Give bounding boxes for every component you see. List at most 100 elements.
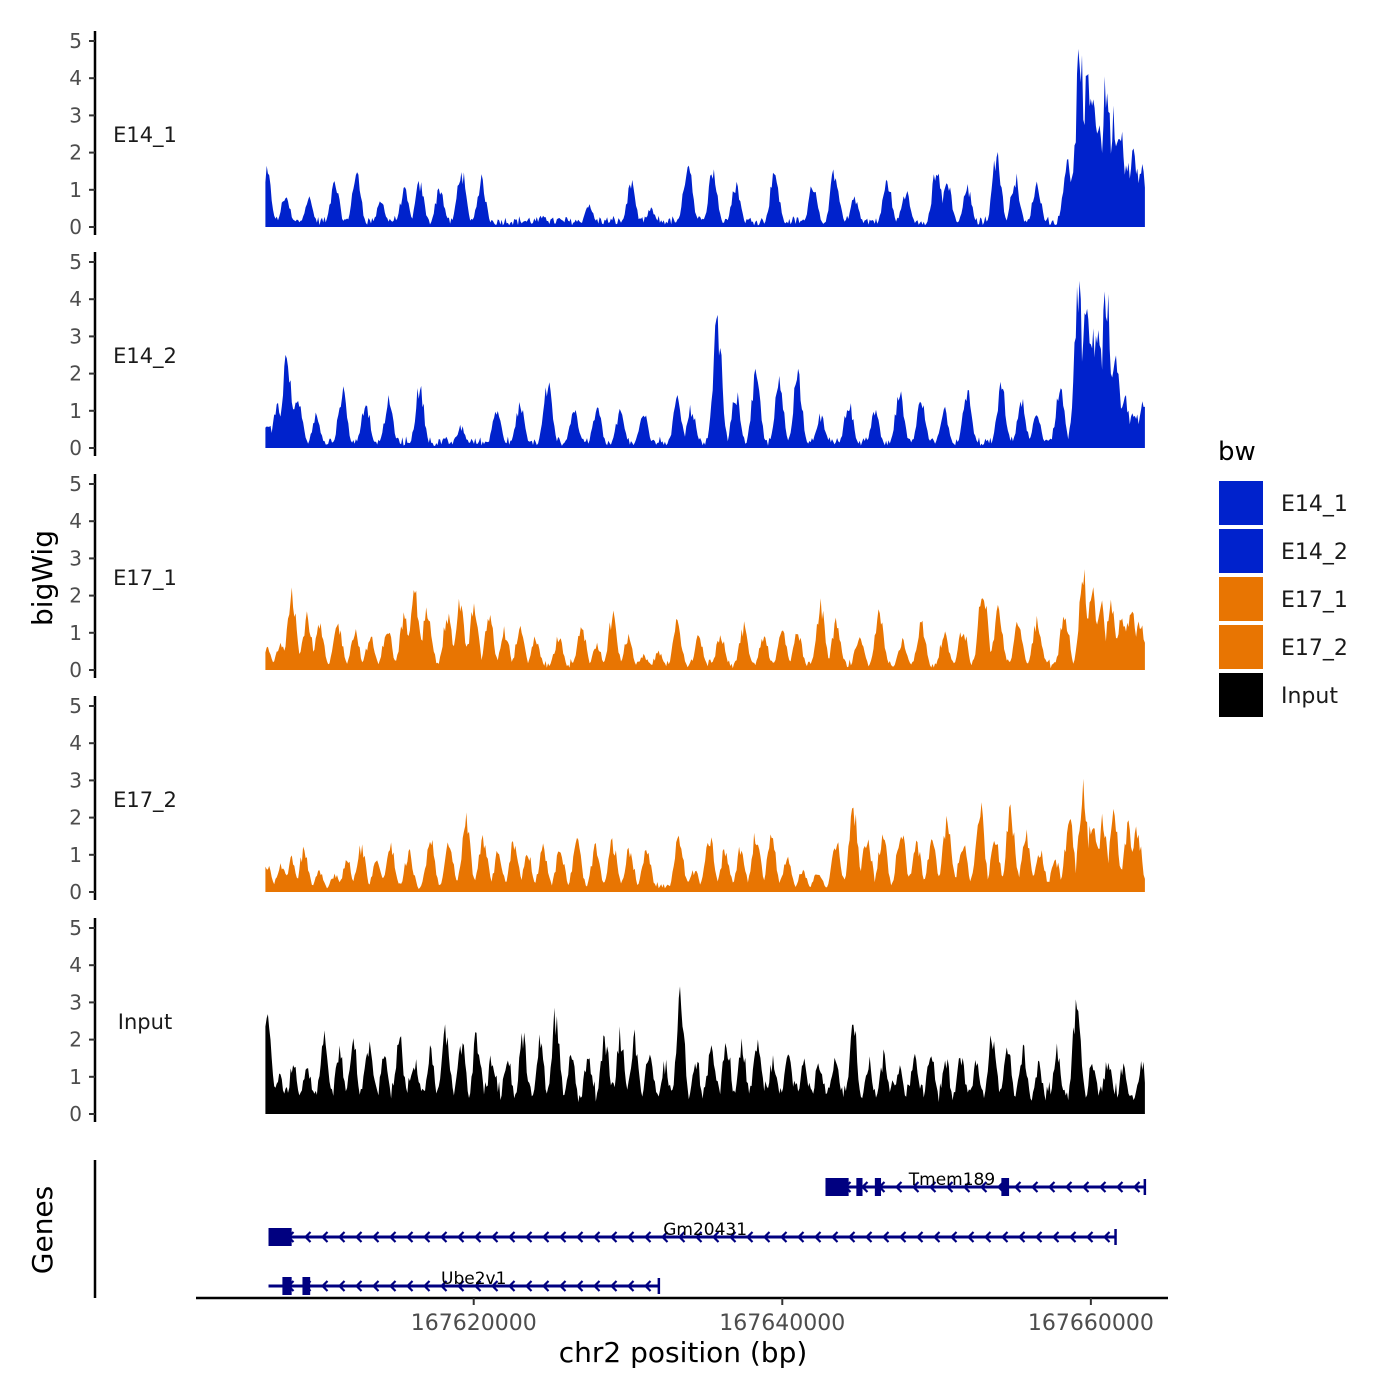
y-tick-label: 4 [69, 731, 82, 755]
legend-label: E17_1 [1281, 588, 1348, 613]
strand-arrow [643, 1231, 652, 1243]
x-axis: 167620000 167640000 167660000 [196, 1296, 1168, 1336]
track-e14-1: 0 1 2 3 4 5 E14_1 [69, 29, 1145, 239]
strand-arrow [354, 1280, 363, 1292]
y-tick-label: 1 [69, 178, 82, 202]
legend-item-input: Input [1219, 673, 1338, 717]
exon [282, 1277, 292, 1295]
strand-arrow [745, 1231, 754, 1243]
gene-label: Tmem189 [908, 1170, 995, 1190]
y-tick-label: 4 [69, 953, 82, 977]
legend-item-e17-1: E17_1 [1219, 577, 1348, 621]
track-label: E17_2 [113, 788, 177, 813]
strand-arrow [1068, 1231, 1077, 1243]
track-input: 0 1 2 3 4 5 Input [69, 916, 1145, 1126]
y-tick-label: 2 [69, 584, 82, 608]
y-tick-label: 2 [69, 806, 82, 830]
x-tick-label: 167640000 [719, 1311, 845, 1336]
y-tick-label: 1 [69, 1065, 82, 1089]
strand-arrow [1085, 1231, 1094, 1243]
legend-swatch [1219, 673, 1263, 717]
legend-label: E14_1 [1281, 492, 1348, 517]
y-tick-label: 3 [69, 103, 82, 127]
strand-arrow [626, 1280, 635, 1292]
strand-arrow [643, 1280, 652, 1292]
legend-label: Input [1281, 684, 1338, 709]
y-tick-label: 5 [69, 694, 82, 718]
strand-arrow [303, 1231, 312, 1243]
y-tick-label: 4 [69, 509, 82, 533]
strand-arrow [1102, 1231, 1111, 1243]
strand-arrow [439, 1280, 448, 1292]
y-axis-title: bigWig [26, 530, 59, 626]
strand-arrow [575, 1231, 584, 1243]
strand-arrow [847, 1231, 856, 1243]
exon [268, 1228, 292, 1246]
track-label: E14_1 [113, 123, 177, 148]
legend-label: E14_2 [1281, 540, 1348, 565]
legend-item-e14-2: E14_2 [1219, 529, 1348, 573]
y-tick-label: 5 [69, 29, 82, 53]
strand-arrow [388, 1231, 397, 1243]
y-tick-label: 4 [69, 66, 82, 90]
strand-arrow [1000, 1231, 1009, 1243]
strand-arrow [490, 1280, 499, 1292]
strand-arrow [677, 1231, 686, 1243]
strand-arrow [830, 1231, 839, 1243]
strand-arrow [864, 1231, 873, 1243]
strand-arrow [962, 1181, 971, 1193]
strand-arrow [966, 1231, 975, 1243]
strand-arrow [337, 1280, 346, 1292]
y-tick-label: 4 [69, 287, 82, 311]
strand-arrow [405, 1280, 414, 1292]
strand-arrow [473, 1280, 482, 1292]
strand-arrow [473, 1231, 482, 1243]
exon [874, 1178, 882, 1196]
strand-arrow [932, 1231, 941, 1243]
y-tick-label: 1 [69, 621, 82, 645]
strand-arrow [609, 1231, 618, 1243]
y-tick-label: 5 [69, 472, 82, 496]
strand-arrow [371, 1280, 380, 1292]
strand-arrow [626, 1231, 635, 1243]
strand-arrow [1047, 1181, 1056, 1193]
strand-arrow [592, 1231, 601, 1243]
y-tick-label: 3 [69, 546, 82, 570]
legend: bw E14_1 E14_2 E17_1 E17_2 Input [1218, 437, 1348, 717]
y-tick-label: 3 [69, 990, 82, 1014]
signal-area-e14-2 [265, 280, 1145, 448]
strand-arrow [1030, 1181, 1039, 1193]
legend-label: E17_2 [1281, 636, 1348, 661]
strand-arrow [405, 1231, 414, 1243]
strand-arrow [949, 1231, 958, 1243]
strand-arrow [575, 1280, 584, 1292]
strand-arrow [711, 1231, 720, 1243]
x-tick-label: 167660000 [1028, 1311, 1154, 1336]
y-tick-label: 2 [69, 1028, 82, 1052]
strand-arrow [796, 1231, 805, 1243]
y-tick-label: 0 [69, 215, 82, 239]
track-e17-1: 0 1 2 3 4 5 E17_1 [69, 472, 1145, 682]
strand-arrow [1115, 1181, 1124, 1193]
strand-arrow [1098, 1181, 1107, 1193]
gene-gm20431: Gm20431 [268, 1220, 1117, 1246]
strand-arrow [388, 1280, 397, 1292]
strand-arrow [1081, 1181, 1090, 1193]
x-tick-label: 167620000 [411, 1311, 537, 1336]
signal-area-e17-1 [265, 569, 1145, 670]
strand-arrow [558, 1231, 567, 1243]
track-e14-2: 0 1 2 3 4 5 E14_2 [69, 250, 1145, 460]
legend-title: bw [1218, 437, 1256, 467]
y-tick-label: 0 [69, 1102, 82, 1126]
strand-arrow [439, 1231, 448, 1243]
strand-arrow [979, 1181, 988, 1193]
strand-arrow [660, 1231, 669, 1243]
signal-area-input [265, 986, 1145, 1114]
strand-arrow [779, 1231, 788, 1243]
signal-area-e17-2 [265, 778, 1145, 892]
strand-arrow [1051, 1231, 1060, 1243]
y-tick-label: 3 [69, 768, 82, 792]
track-e17-2: 0 1 2 3 4 5 E17_2 [69, 694, 1145, 904]
strand-arrow [320, 1280, 329, 1292]
strand-arrow [541, 1231, 550, 1243]
